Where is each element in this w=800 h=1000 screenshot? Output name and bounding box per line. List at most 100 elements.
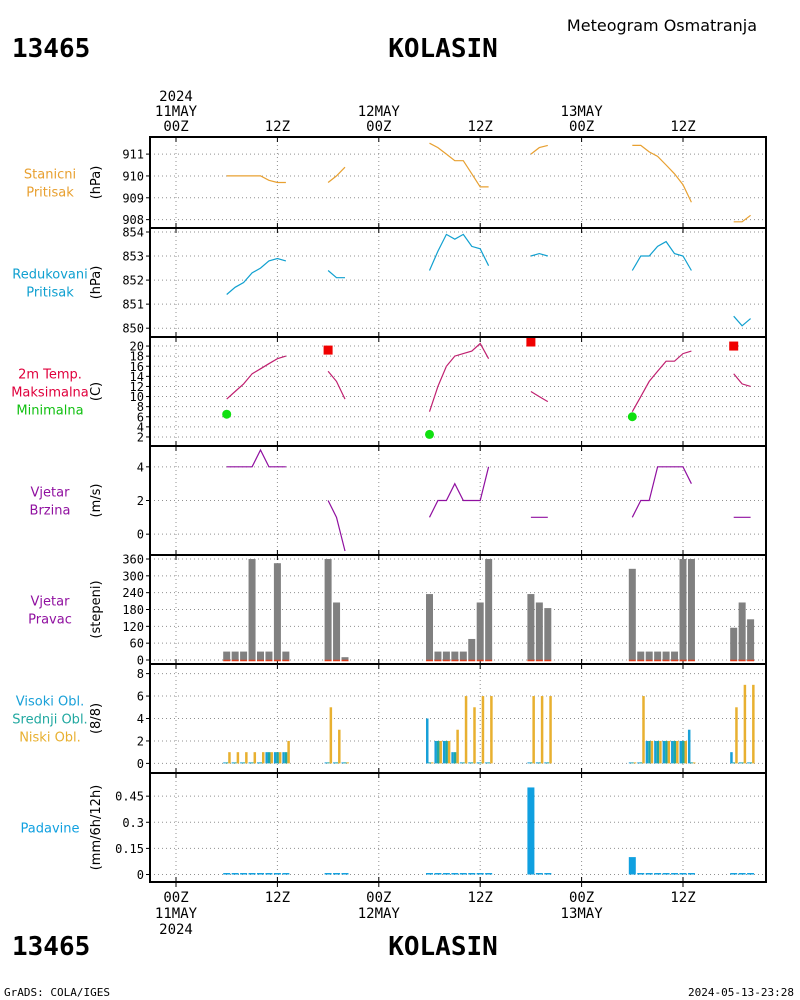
footer-credit: GrADS: COLA/IGES [4, 986, 110, 999]
cloud-low-bar [752, 684, 755, 764]
y-tick-label: 0 [137, 868, 144, 882]
cloud-low-bar [253, 752, 257, 764]
wind-dir-bar [544, 608, 552, 660]
cloud-low-bar [642, 696, 645, 764]
header-station-id: 13465 [12, 34, 90, 64]
precip-bar [341, 873, 349, 875]
cloud-mid-bar [344, 762, 347, 764]
cloud-low-bar [447, 740, 451, 764]
tmax-marker [526, 337, 536, 347]
cloud-high-bar [645, 740, 649, 764]
cloud-high-bar [747, 762, 750, 764]
cloud-mid-bar [267, 752, 271, 764]
cloud-high-bar [265, 752, 268, 764]
cloud-mid-bar [462, 762, 465, 764]
precip-bar [324, 873, 332, 875]
cloud-high-bar [671, 740, 674, 764]
wind-dir-bar [442, 651, 450, 660]
precip-bar [544, 873, 552, 875]
cloud-mid-bar [732, 762, 736, 764]
cloud-high-bar [544, 762, 547, 764]
cloud-mid-bar [673, 740, 677, 764]
cloud-mid-bar [631, 762, 634, 764]
panel-label: Minimalna [16, 404, 83, 419]
series-line [428, 342, 490, 412]
series-line [226, 175, 286, 184]
cloud-low-bar [532, 696, 535, 764]
cloud-high-bar [273, 752, 277, 764]
wind-dir-bar [434, 651, 442, 660]
top-tick-label: 13MAY [561, 104, 604, 120]
wind-dir-bar [662, 651, 670, 660]
cloud-mid-bar [690, 762, 693, 764]
cloud-mid-bar [538, 762, 541, 764]
cloud-high-bar [468, 762, 471, 764]
y-tick-label: 911 [122, 148, 144, 162]
panel-label: Pritisak [26, 186, 74, 201]
cloud-mid-bar [445, 740, 448, 764]
wind-dir-bar [535, 602, 543, 660]
y-tick-label: 2 [137, 734, 144, 748]
top-tick-label: 12Z [670, 119, 695, 135]
series-line [226, 448, 286, 468]
cloud-low-bar [439, 740, 442, 764]
y-tick-label: 60 [130, 637, 144, 651]
wind-dir-bar [248, 559, 256, 660]
y-tick-label: 6 [137, 410, 144, 424]
precip-bar [654, 873, 662, 875]
cloud-high-bar [451, 752, 454, 764]
wind-dir-bar [341, 657, 349, 660]
series-line [631, 350, 692, 412]
precip-bar [257, 873, 264, 875]
series-line [327, 370, 346, 400]
y-tick-label: 12 [130, 380, 144, 394]
bottom-tick-label: 2024 [159, 922, 193, 938]
precip-bar [645, 873, 653, 875]
series-line [631, 240, 692, 271]
cloud-low-bar [650, 740, 654, 764]
bottom-tick-label: 00Z [569, 890, 594, 906]
precip-bar [637, 873, 645, 875]
y-tick-label: 2 [137, 430, 144, 444]
tmin-marker [627, 412, 637, 422]
wind-dir-bar [637, 651, 645, 660]
precip-bar [459, 873, 467, 875]
series-line [733, 373, 751, 387]
series-line [327, 500, 346, 552]
series-line [429, 142, 489, 188]
cloud-mid-bar [546, 762, 550, 764]
y-tick-label: 180 [122, 603, 144, 617]
precip-bar [434, 873, 442, 875]
wind-dir-bar [333, 602, 341, 660]
top-tick-label: 12MAY [358, 104, 401, 120]
y-tick-label: 854 [122, 226, 144, 240]
series-line [530, 144, 548, 155]
header-station-name: KOLASIN [388, 34, 498, 64]
cloud-low-bar [245, 752, 248, 764]
cloud-high-bar [223, 762, 226, 764]
y-tick-label: 0.15 [115, 842, 144, 856]
cloud-mid-bar [470, 762, 474, 764]
cloud-low-bar [329, 707, 333, 764]
series-line [632, 144, 692, 203]
cloud-mid-bar [749, 762, 753, 764]
series-line [428, 466, 490, 518]
y-tick-label: 0 [137, 757, 144, 771]
tmax-marker [729, 341, 739, 351]
cloud-mid-bar [529, 762, 533, 764]
panel-label: Pritisak [26, 286, 74, 301]
y-tick-label: 4 [137, 420, 144, 434]
tmin-marker [222, 409, 232, 419]
cloud-high-bar [527, 762, 530, 764]
cloud-mid-bar [487, 762, 491, 764]
precip-bar [468, 873, 476, 875]
bottom-tick-label: 12MAY [358, 906, 401, 922]
footer-timestamp: 2024-05-13-23:28 [688, 986, 794, 999]
cloud-high-bar [730, 752, 733, 764]
precip-bar [231, 873, 239, 875]
cloud-low-bar [473, 707, 476, 764]
wind-dir-bar [476, 602, 484, 660]
